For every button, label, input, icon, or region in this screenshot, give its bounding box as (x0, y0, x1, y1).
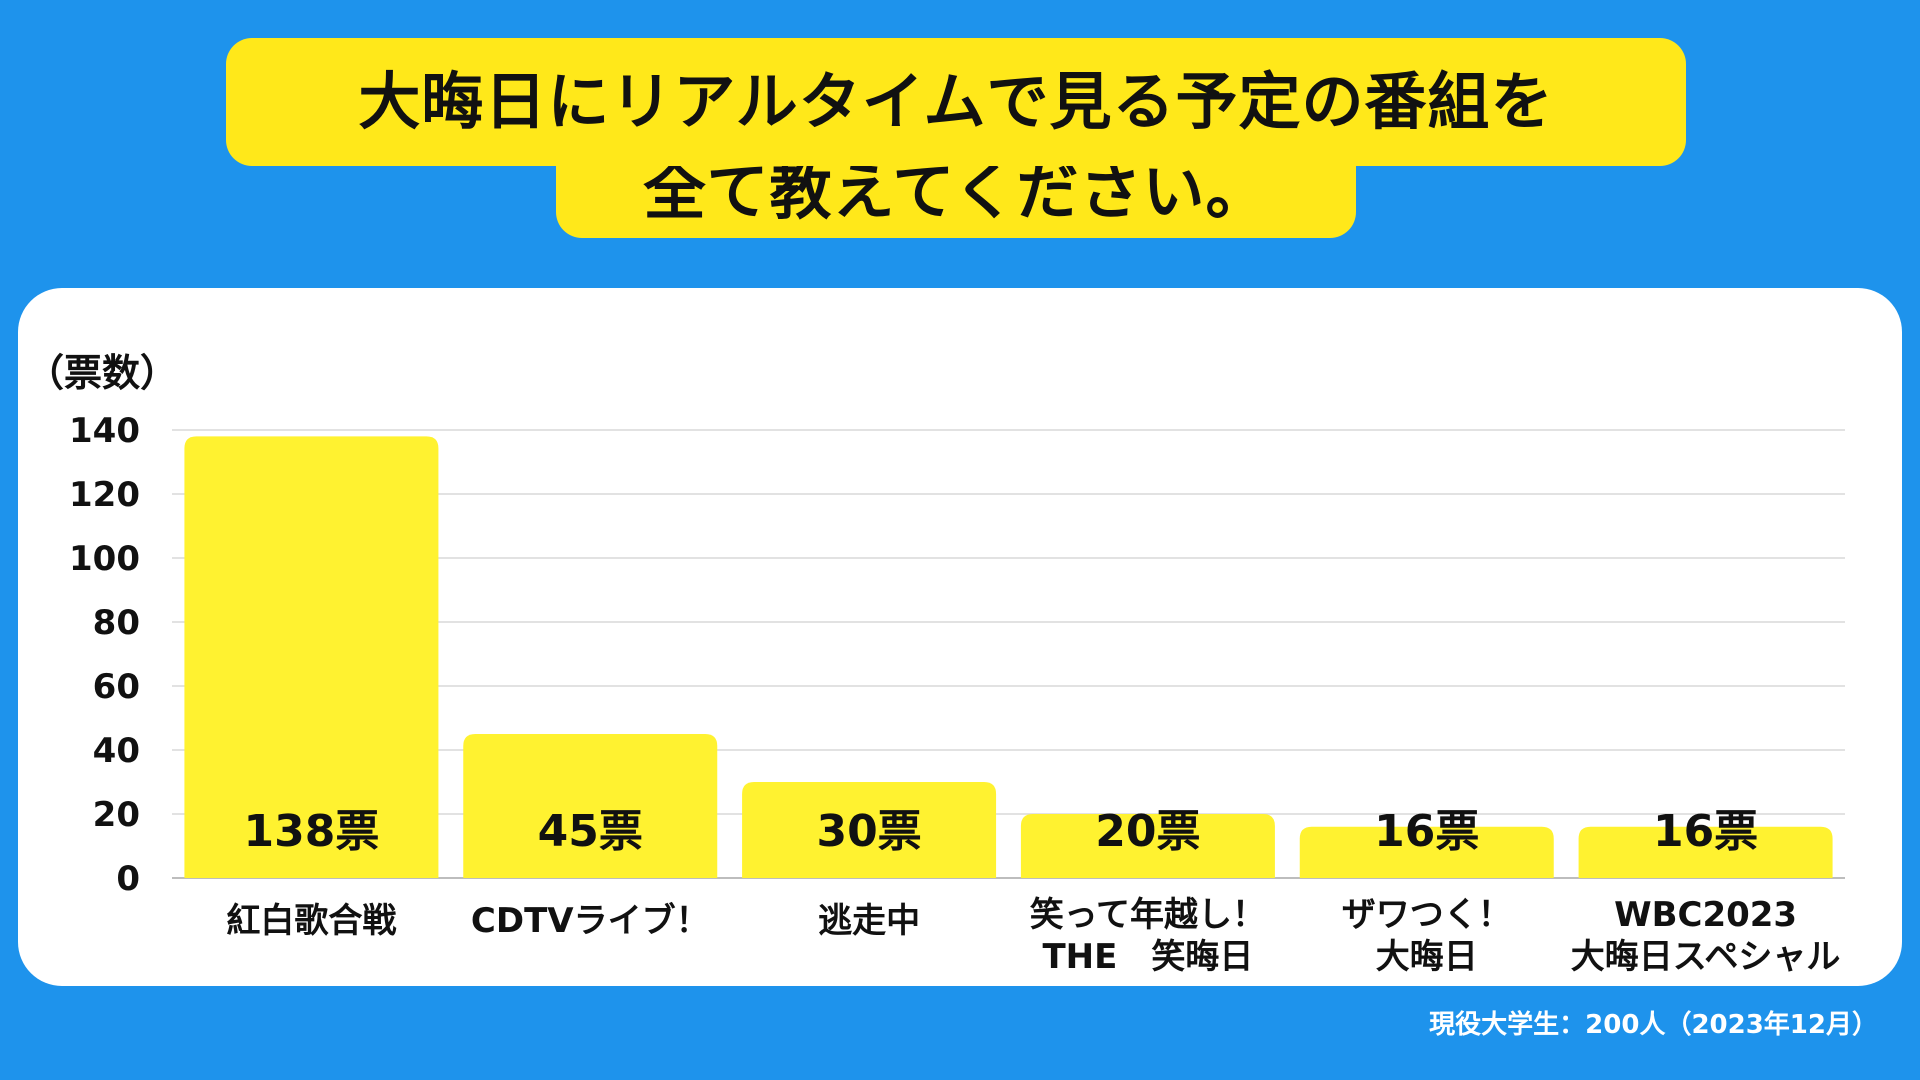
x-category-label: 大晦日スペシャル (1571, 937, 1841, 977)
bar (1020, 814, 1275, 878)
bar (463, 734, 718, 878)
y-tick-label: 100 (69, 539, 140, 579)
x-category-label: ザワつく！ (1342, 895, 1512, 935)
y-tick-label: 20 (93, 795, 140, 835)
x-category-label: 大晦日 (1376, 937, 1478, 977)
x-category-label: WBC2023 (1614, 895, 1797, 935)
y-tick-label: 0 (116, 859, 140, 899)
y-tick-label: 60 (93, 667, 140, 707)
title-line-1: 大晦日にリアルタイムで見る予定の番組を (226, 38, 1686, 166)
y-tick-label: 140 (69, 411, 140, 451)
y-axis-label: （票数） (26, 351, 178, 395)
bar-value-label: 30票 (816, 806, 921, 857)
x-category-label: 笑って年越し！ (1030, 895, 1266, 935)
bar (742, 782, 997, 878)
bar (1578, 826, 1833, 878)
bar (1299, 826, 1554, 878)
bar (184, 436, 439, 878)
bar-value-label: 138票 (243, 806, 379, 857)
x-category-label: THE 笑晦日 (1042, 937, 1253, 977)
y-tick-label: 80 (93, 603, 140, 643)
x-category-label: 紅白歌合戦 (226, 901, 396, 941)
bar-value-label: 16票 (1374, 806, 1479, 857)
bar-value-label: 16票 (1653, 806, 1758, 857)
source-note: 現役大学生：200人（2023年12月） (1429, 1010, 1878, 1040)
x-category-label: CDTVライブ！ (471, 901, 710, 941)
x-category-label: 逃走中 (818, 901, 920, 941)
bar-value-label: 45票 (538, 806, 643, 857)
bar-value-label: 20票 (1095, 806, 1200, 857)
y-tick-label: 40 (93, 731, 140, 771)
y-tick-label: 120 (69, 475, 140, 515)
